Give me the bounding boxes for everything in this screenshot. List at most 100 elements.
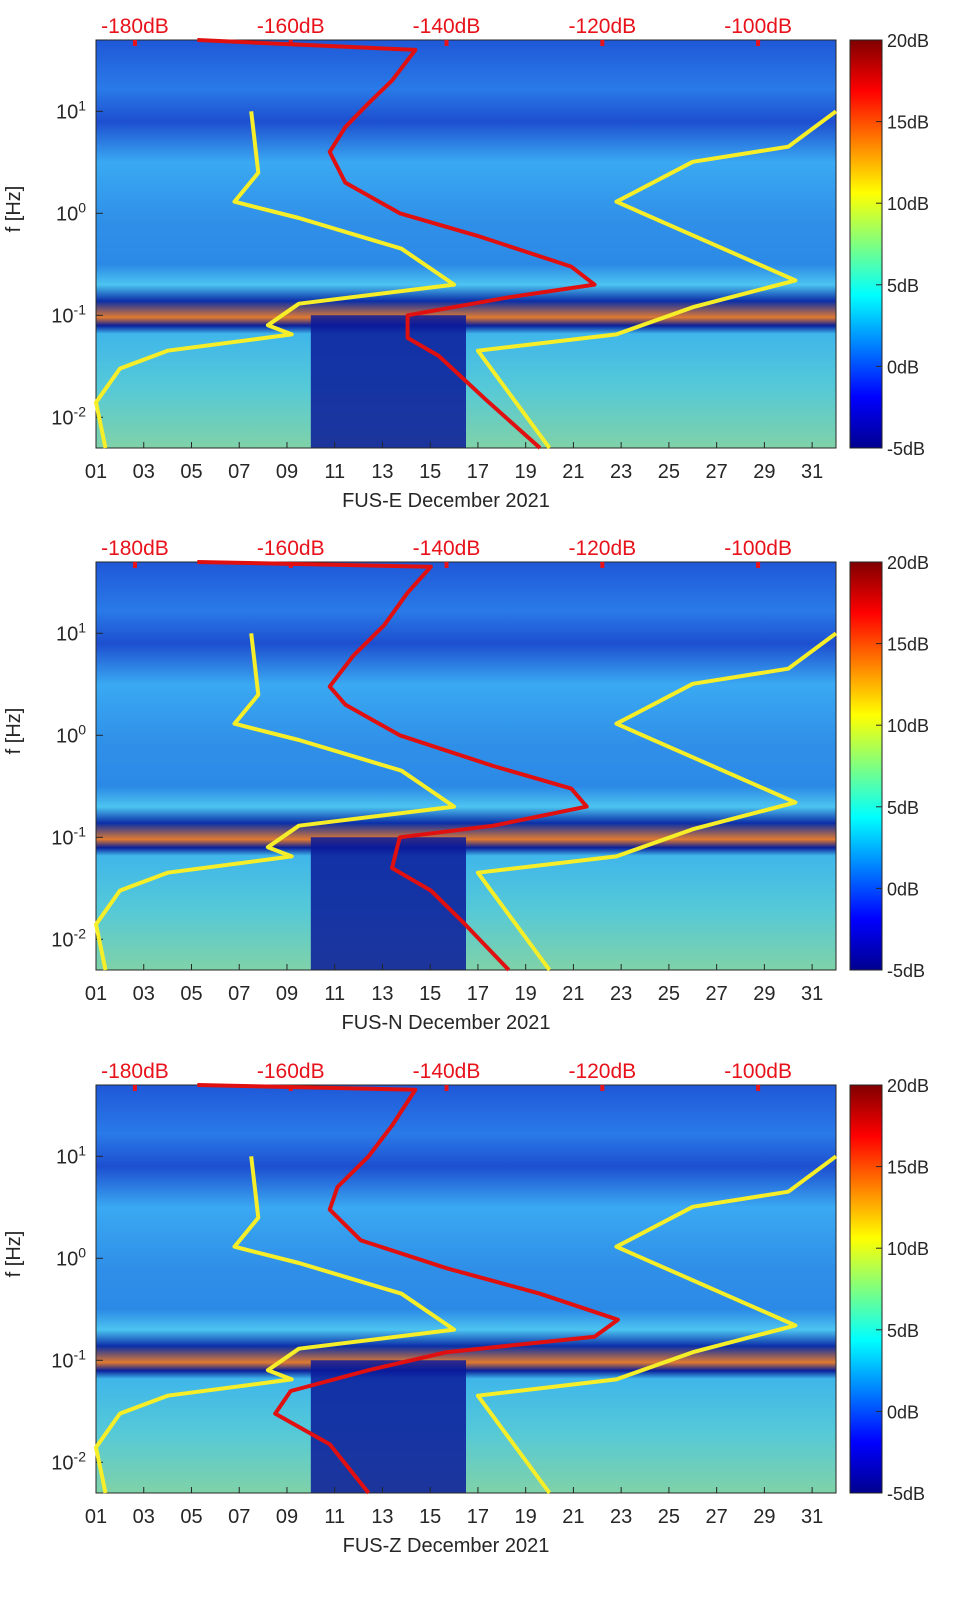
x-tick-label: 21 xyxy=(562,461,584,483)
red-noise-curve xyxy=(197,38,597,450)
yellow-reference-curve xyxy=(94,633,457,971)
y-axis-title: f [Hz] xyxy=(3,708,25,755)
x-tick-label: 21 xyxy=(562,1506,584,1528)
y-tick-base: 10 xyxy=(56,1248,78,1270)
y-tick-exponent: -1 xyxy=(74,823,87,839)
x-tick-label: 05 xyxy=(180,983,202,1005)
colorbar-label: 10dB xyxy=(887,194,929,214)
colorbar-label: 5dB xyxy=(887,798,919,818)
x-tick-label: 03 xyxy=(133,461,155,483)
y-tick-base: 10 xyxy=(51,929,73,951)
y-tick-label: 100 xyxy=(56,721,86,747)
top-db-label: -180dB xyxy=(101,15,169,38)
red-noise-curve xyxy=(197,560,589,972)
y-tick-exponent: 0 xyxy=(78,721,86,737)
colorbar-label: 0dB xyxy=(887,357,919,377)
y-tick-label: 10-1 xyxy=(51,1346,86,1372)
plot-frame xyxy=(95,39,837,449)
x-tick-label: 25 xyxy=(658,1506,680,1528)
y-tick-exponent: -1 xyxy=(74,301,87,317)
x-tick-label: 03 xyxy=(133,1506,155,1528)
x-tick-label: 15 xyxy=(419,983,441,1005)
colorbar-label: 15dB xyxy=(887,635,929,655)
colorbar-label: 5dB xyxy=(887,1321,919,1341)
x-tick-label: 13 xyxy=(371,1506,393,1528)
colorbar-label: 15dB xyxy=(887,113,929,133)
x-tick-label: 11 xyxy=(324,1506,345,1528)
x-tick-label: 09 xyxy=(276,461,298,483)
x-tick-label: 13 xyxy=(371,983,393,1005)
x-tick-label: 07 xyxy=(228,1506,250,1528)
y-tick-label: 100 xyxy=(56,1244,86,1270)
x-tick-label: 19 xyxy=(515,461,537,483)
x-axis-title: FUS-Z December 2021 xyxy=(343,1535,550,1557)
y-tick-base: 10 xyxy=(56,203,78,225)
y-tick-label: 10-1 xyxy=(51,301,86,327)
spectrogram-low-band xyxy=(310,837,466,970)
x-tick-label: 23 xyxy=(610,983,632,1005)
top-db-label: -180dB xyxy=(101,537,169,560)
top-db-label: -100dB xyxy=(724,1060,792,1083)
x-tick-label: 31 xyxy=(801,983,823,1005)
top-db-label: -100dB xyxy=(724,537,792,560)
spectrogram-low-band xyxy=(310,1360,466,1493)
plot-frame xyxy=(95,1084,837,1494)
x-tick-label: 23 xyxy=(610,1506,632,1528)
yellow-reference-curve xyxy=(94,111,457,449)
top-db-label: -120dB xyxy=(568,537,636,560)
x-tick-label: 15 xyxy=(419,1506,441,1528)
top-db-label: -100dB xyxy=(724,15,792,38)
y-tick-base: 10 xyxy=(51,1452,73,1474)
y-tick-label: 10-2 xyxy=(51,1448,86,1474)
y-tick-base: 10 xyxy=(51,1350,73,1372)
x-tick-label: 05 xyxy=(180,461,202,483)
x-tick-label: 17 xyxy=(467,461,489,483)
top-db-label: -160dB xyxy=(257,537,325,560)
top-db-label: -120dB xyxy=(568,15,636,38)
top-db-label: -120dB xyxy=(568,1060,636,1083)
x-tick-label: 23 xyxy=(610,461,632,483)
x-tick-label: 25 xyxy=(658,461,680,483)
red-noise-curve xyxy=(197,1083,620,1495)
x-tick-label: 01 xyxy=(85,1506,107,1528)
colorbar-label: 20dB xyxy=(887,31,929,51)
x-tick-label: 31 xyxy=(801,461,823,483)
x-tick-label: 29 xyxy=(753,983,775,1005)
y-tick-exponent: 0 xyxy=(78,1244,86,1260)
y-tick-base: 10 xyxy=(56,101,78,123)
yellow-reference-curve xyxy=(94,1156,457,1494)
colorbar-label: 20dB xyxy=(887,1076,929,1096)
x-tick-label: 13 xyxy=(371,461,393,483)
colorbar-label: 0dB xyxy=(887,879,919,899)
y-tick-base: 10 xyxy=(56,725,78,747)
x-tick-label: 15 xyxy=(419,461,441,483)
colorbar-label: 5dB xyxy=(887,276,919,296)
colorbar-label: -5dB xyxy=(887,1484,925,1504)
y-tick-label: 10-2 xyxy=(51,925,86,951)
y-tick-label: 10-2 xyxy=(51,403,86,429)
y-tick-base: 10 xyxy=(51,305,73,327)
x-tick-label: 11 xyxy=(324,461,345,483)
x-tick-label: 19 xyxy=(515,983,537,1005)
x-axis-title: FUS-N December 2021 xyxy=(342,1012,551,1034)
y-tick-base: 10 xyxy=(51,407,73,429)
x-tick-label: 17 xyxy=(467,1506,489,1528)
x-tick-label: 31 xyxy=(801,1506,823,1528)
yellow-reference-curve xyxy=(475,1154,838,1495)
y-tick-exponent: 1 xyxy=(78,97,86,113)
top-db-label: -140dB xyxy=(413,15,481,38)
x-tick-label: 25 xyxy=(658,983,680,1005)
x-tick-label: 07 xyxy=(228,983,250,1005)
colorbar-label: 15dB xyxy=(887,1158,929,1178)
top-db-label: -180dB xyxy=(101,1060,169,1083)
x-tick-label: 21 xyxy=(562,983,584,1005)
x-tick-label: 29 xyxy=(753,1506,775,1528)
colorbar-label: 0dB xyxy=(887,1402,919,1422)
x-tick-label: 27 xyxy=(706,1506,728,1528)
x-tick-label: 27 xyxy=(706,461,728,483)
x-tick-label: 07 xyxy=(228,461,250,483)
y-tick-exponent: 0 xyxy=(78,199,86,215)
colorbar xyxy=(849,561,883,971)
colorbar-label: 10dB xyxy=(887,1239,929,1259)
